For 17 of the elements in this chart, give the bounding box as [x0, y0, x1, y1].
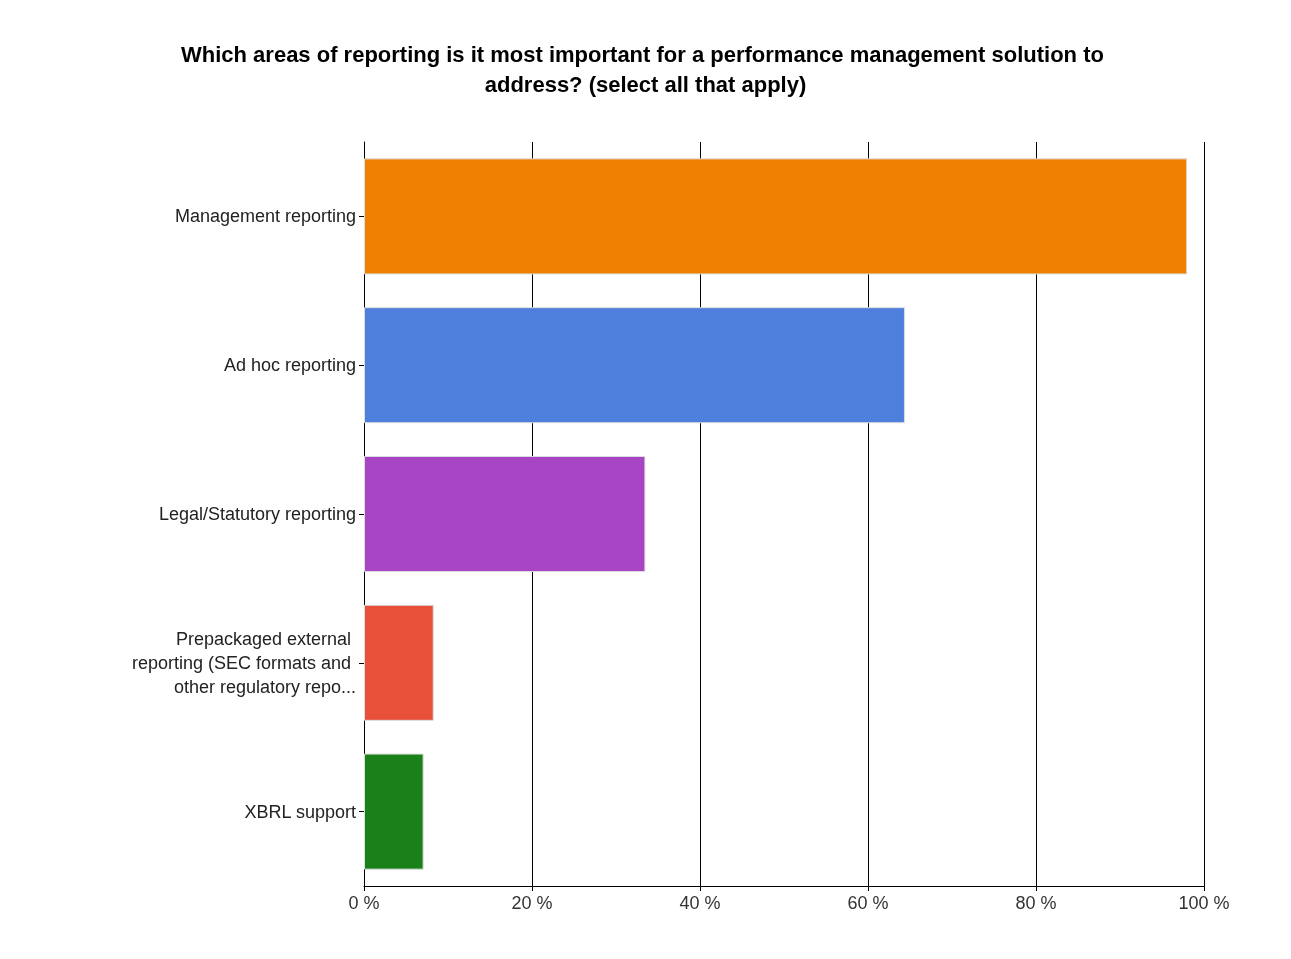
bar	[364, 455, 646, 573]
x-tick-label: 40 %	[679, 893, 721, 913]
x-tick-label: 20 %	[511, 893, 553, 913]
x-tick-label: 100 %	[1178, 893, 1230, 913]
y-tick-label: Management reporting	[174, 206, 356, 227]
bar	[364, 158, 1188, 275]
y-tick-label: Legal/Statutory reporting	[158, 504, 356, 524]
bar	[364, 604, 434, 721]
y-tick-label: Ad hoc reporting	[223, 355, 356, 376]
chart-title: Which areas of reporting is it most important for a performance management solution to address? (select all that apply)	[180, 41, 1111, 97]
bar	[364, 753, 424, 870]
x-tick-label: 80 %	[1015, 893, 1057, 913]
y-tick-label: Prepackaged external reporting (SEC formats and other regulatory repo...	[131, 628, 356, 697]
x-tick-label: 60 %	[847, 893, 889, 913]
y-tick-label: XBRL support	[244, 801, 356, 822]
x-tick-label: 0 %	[348, 893, 380, 913]
bar	[364, 307, 905, 424]
